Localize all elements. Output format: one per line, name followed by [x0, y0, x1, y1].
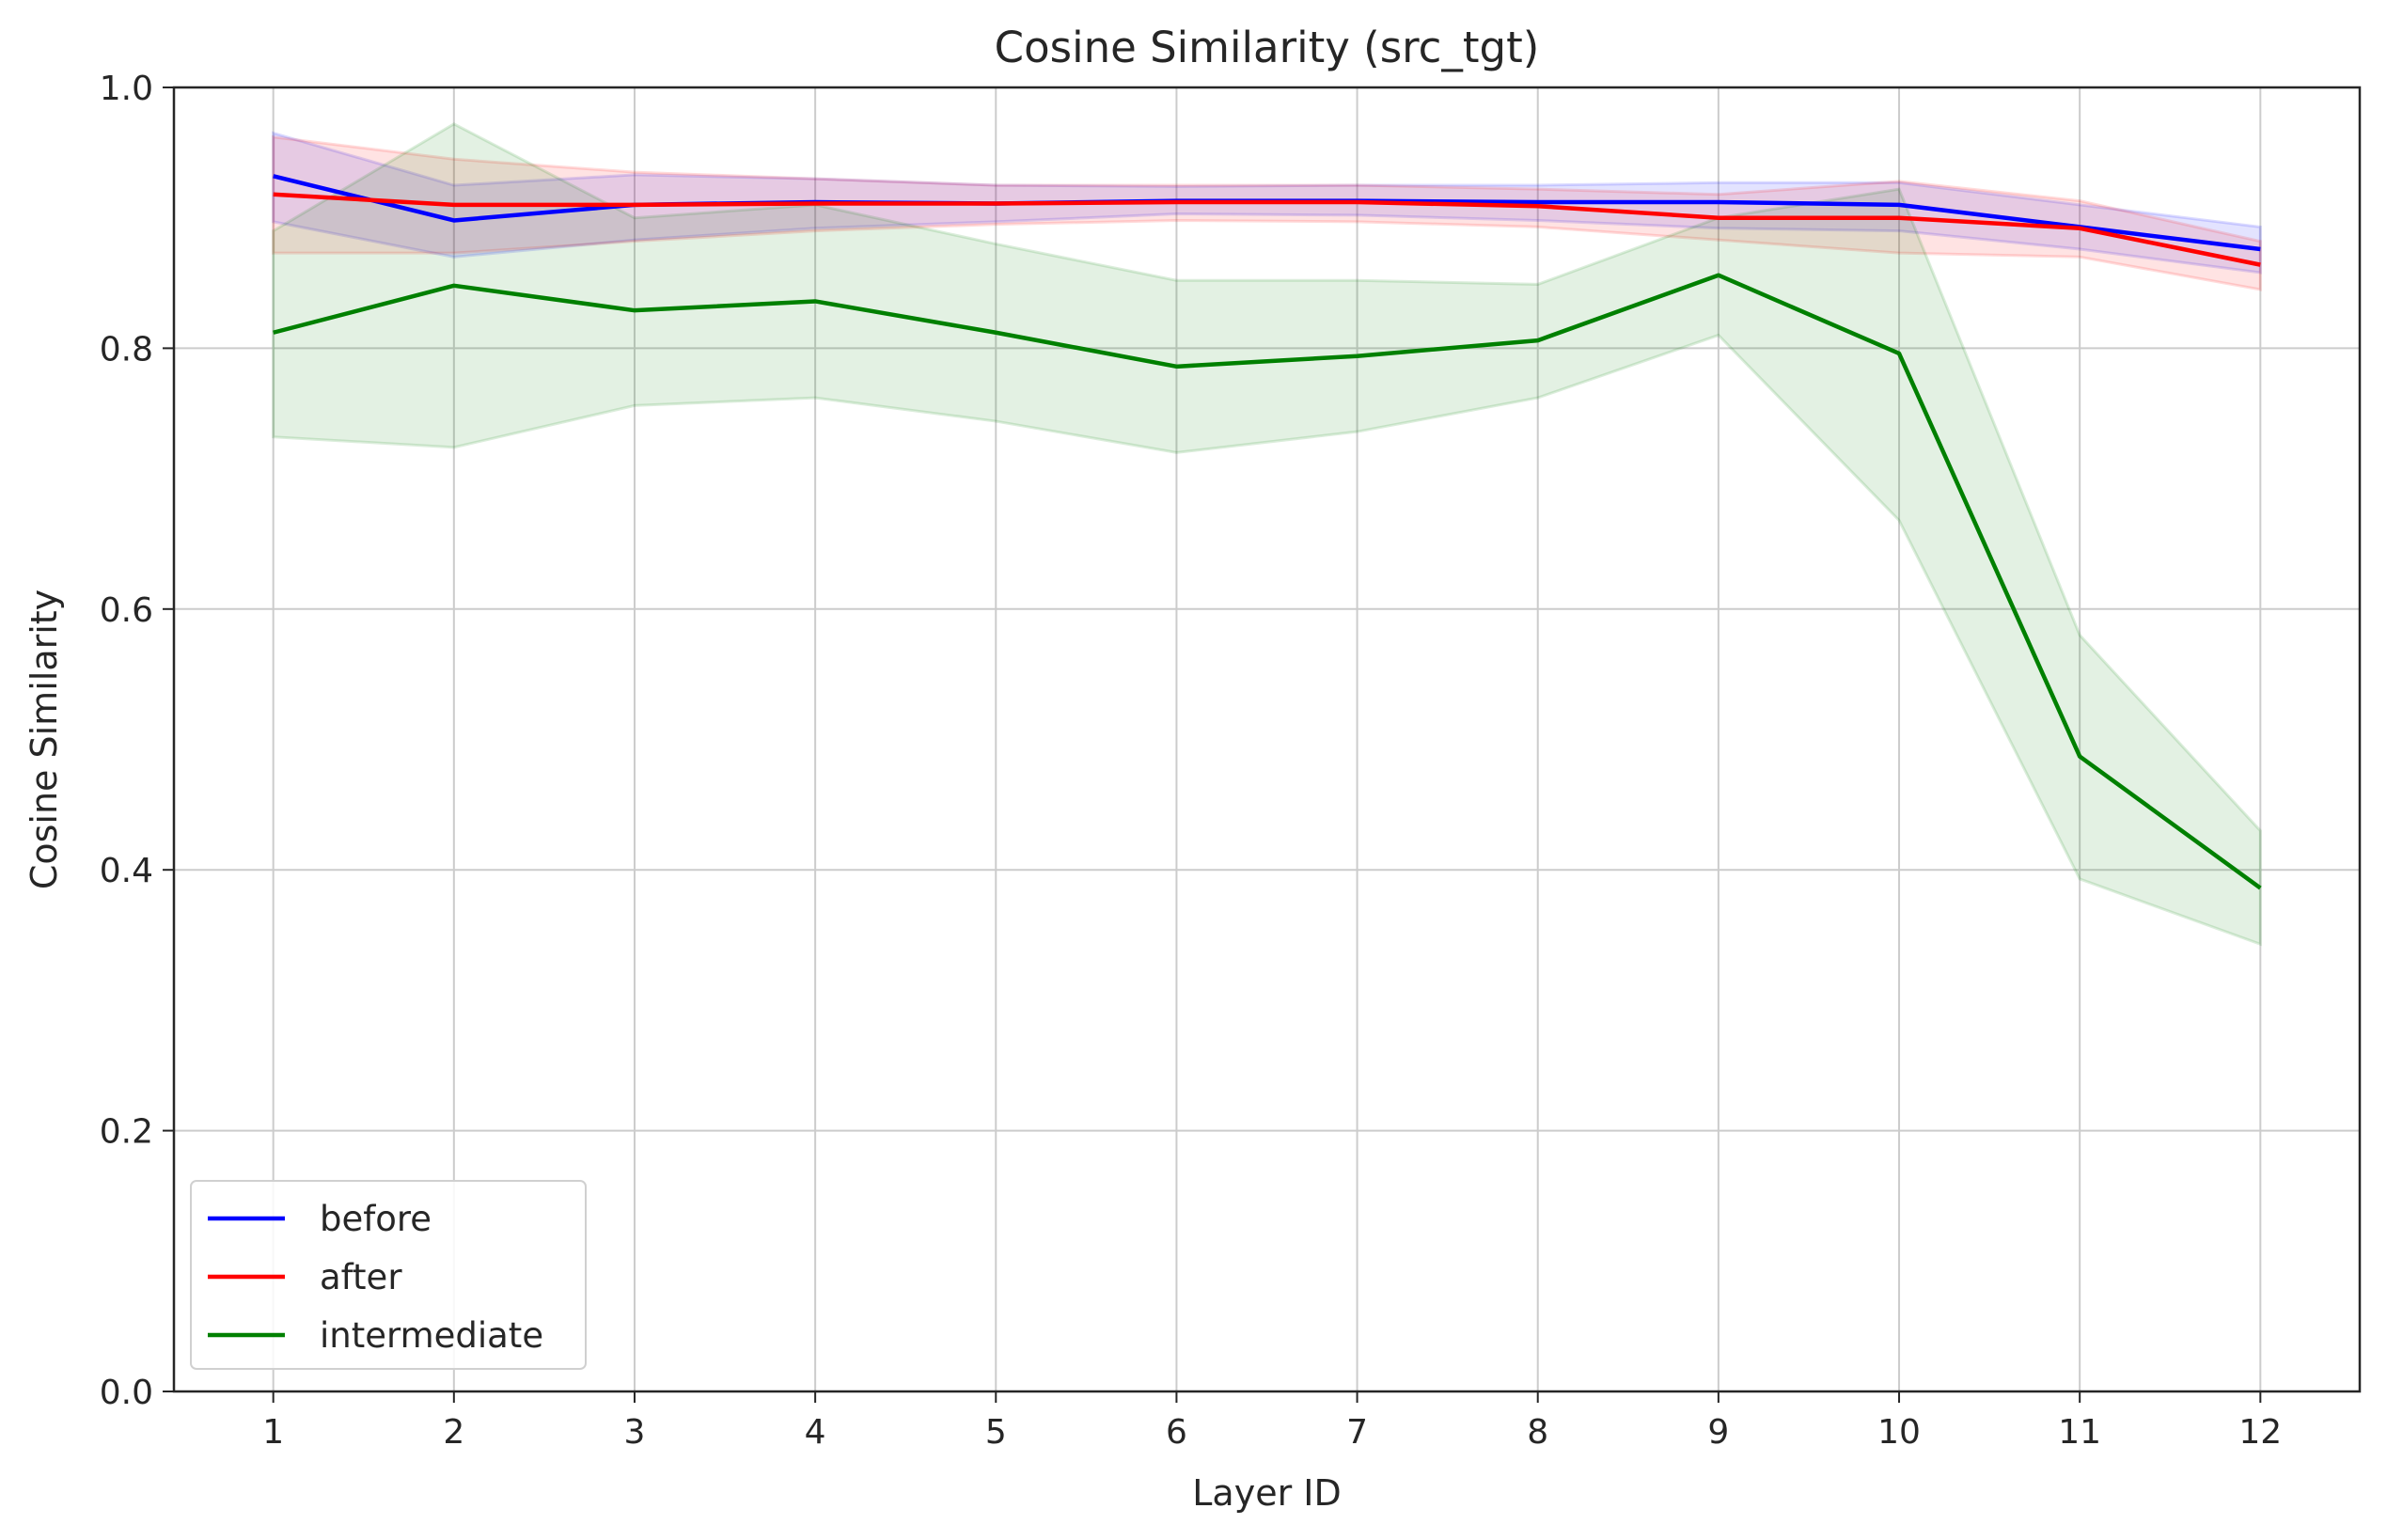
line-intermediate	[273, 273, 2262, 890]
series-lines	[273, 174, 2262, 890]
x-tick-label: 4	[805, 1413, 826, 1452]
y-tick-label: 0.4	[100, 852, 153, 890]
x-tick-label: 5	[985, 1413, 1007, 1452]
grid	[174, 86, 2360, 1392]
band-intermediate	[272, 122, 2262, 947]
y-tick-label: 1.0	[100, 70, 153, 108]
x-tick-label: 3	[624, 1413, 646, 1452]
x-tick-label: 12	[2238, 1413, 2282, 1452]
x-tick-label: 10	[1877, 1413, 1921, 1452]
y-tick-label: 0.0	[100, 1374, 153, 1412]
y-axis-label: Cosine Similarity	[24, 589, 65, 889]
legend-label-after: after	[320, 1257, 402, 1297]
legend-label-intermediate: intermediate	[320, 1315, 543, 1356]
axis-ticks: 1 2 3 4 5 6 7 8 9 10 11 120.00.20.40.60.81.0	[100, 70, 2282, 1452]
y-tick-label: 0.8	[100, 330, 153, 369]
x-tick-label: 1	[262, 1413, 284, 1452]
x-tick-label: 7	[1346, 1413, 1368, 1452]
x-tick-label: 9	[1707, 1413, 1729, 1452]
line-after	[273, 192, 2261, 267]
legend: before after intermediate	[190, 1180, 587, 1370]
x-tick-label: 8	[1527, 1413, 1548, 1452]
x-tick-label: 2	[443, 1413, 464, 1452]
legend-label-before: before	[320, 1199, 432, 1239]
x-tick-label: 6	[1166, 1413, 1187, 1452]
plot-frame	[172, 86, 2362, 1393]
x-axis-label: Layer ID	[1192, 1472, 1342, 1514]
chart-title: Cosine Similarity (src_tgt)	[995, 23, 1540, 72]
y-tick-label: 0.2	[100, 1113, 153, 1152]
y-tick-label: 0.6	[100, 591, 153, 630]
band-after	[272, 135, 2262, 291]
x-tick-label: 11	[2058, 1413, 2101, 1452]
legend-frame	[190, 1180, 587, 1370]
